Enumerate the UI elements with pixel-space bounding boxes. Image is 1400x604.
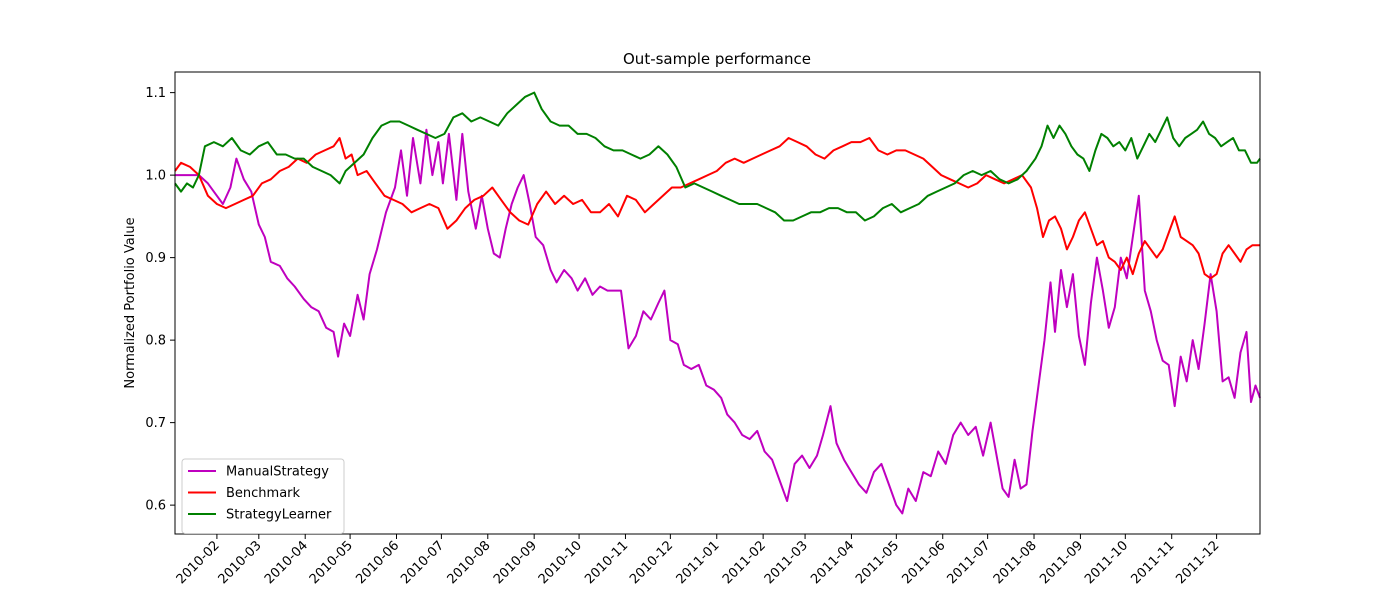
x-tick-label: 2011-09 [1037, 538, 1086, 587]
x-tick-label: 2011-11 [1129, 538, 1178, 587]
x-tick-label: 2011-05 [853, 538, 902, 587]
x-tick-label: 2010-09 [491, 538, 540, 587]
x-tick-label: 2011-02 [720, 538, 769, 587]
legend-label: ManualStrategy [226, 465, 329, 480]
x-axis-ticks: 2010-022010-032010-042010-052010-062010-… [174, 534, 1222, 587]
x-tick-label: 2011-12 [1173, 538, 1222, 587]
y-tick-label: 1.0 [145, 169, 166, 184]
series-layer [174, 91, 1261, 515]
x-tick-label: 2011-10 [1082, 538, 1131, 587]
x-tick-label: 2010-11 [582, 538, 631, 587]
legend-label: StrategyLearner [226, 508, 332, 523]
y-tick-label: 0.8 [145, 334, 166, 349]
series-line-strategylearner [174, 91, 1261, 222]
x-tick-label: 2010-08 [445, 538, 494, 587]
x-tick-label: 2010-06 [353, 538, 402, 587]
x-tick-label: 2010-12 [627, 538, 676, 587]
chart-title: Out-sample performance [623, 50, 811, 68]
x-tick-label: 2010-05 [307, 538, 356, 587]
legend: ManualStrategy Benchmark StrategyLearner [181, 458, 345, 534]
x-tick-label: 2011-08 [991, 538, 1040, 587]
series-line-benchmark [174, 137, 1260, 280]
x-tick-label: 2011-04 [808, 538, 857, 587]
x-tick-label: 2010-10 [536, 538, 585, 587]
y-axis-ticks: 0.6 0.7 0.8 0.9 1.0 1.1 [145, 86, 175, 514]
x-tick-label: 2011-06 [900, 538, 949, 587]
x-tick-label: 2010-07 [398, 538, 447, 587]
x-tick-label: 2010-03 [216, 538, 265, 587]
x-tick-label: 2011-01 [674, 538, 723, 587]
series-line-manualstrategy [175, 128, 1261, 515]
x-tick-label: 2010-04 [262, 538, 311, 587]
y-axis-label: Normalized Portfolio Value [123, 217, 138, 388]
plot-area-frame [174, 71, 1261, 535]
y-tick-label: 0.6 [145, 499, 166, 514]
y-tick-label: 0.7 [145, 416, 166, 431]
x-tick-label: 2010-02 [174, 538, 223, 587]
legend-label: Benchmark [226, 486, 301, 501]
x-tick-label: 2011-07 [944, 538, 993, 587]
y-tick-label: 0.9 [145, 251, 166, 266]
y-tick-label: 1.1 [145, 86, 166, 101]
x-tick-label: 2011-03 [762, 538, 811, 587]
legend-box [181, 458, 345, 534]
